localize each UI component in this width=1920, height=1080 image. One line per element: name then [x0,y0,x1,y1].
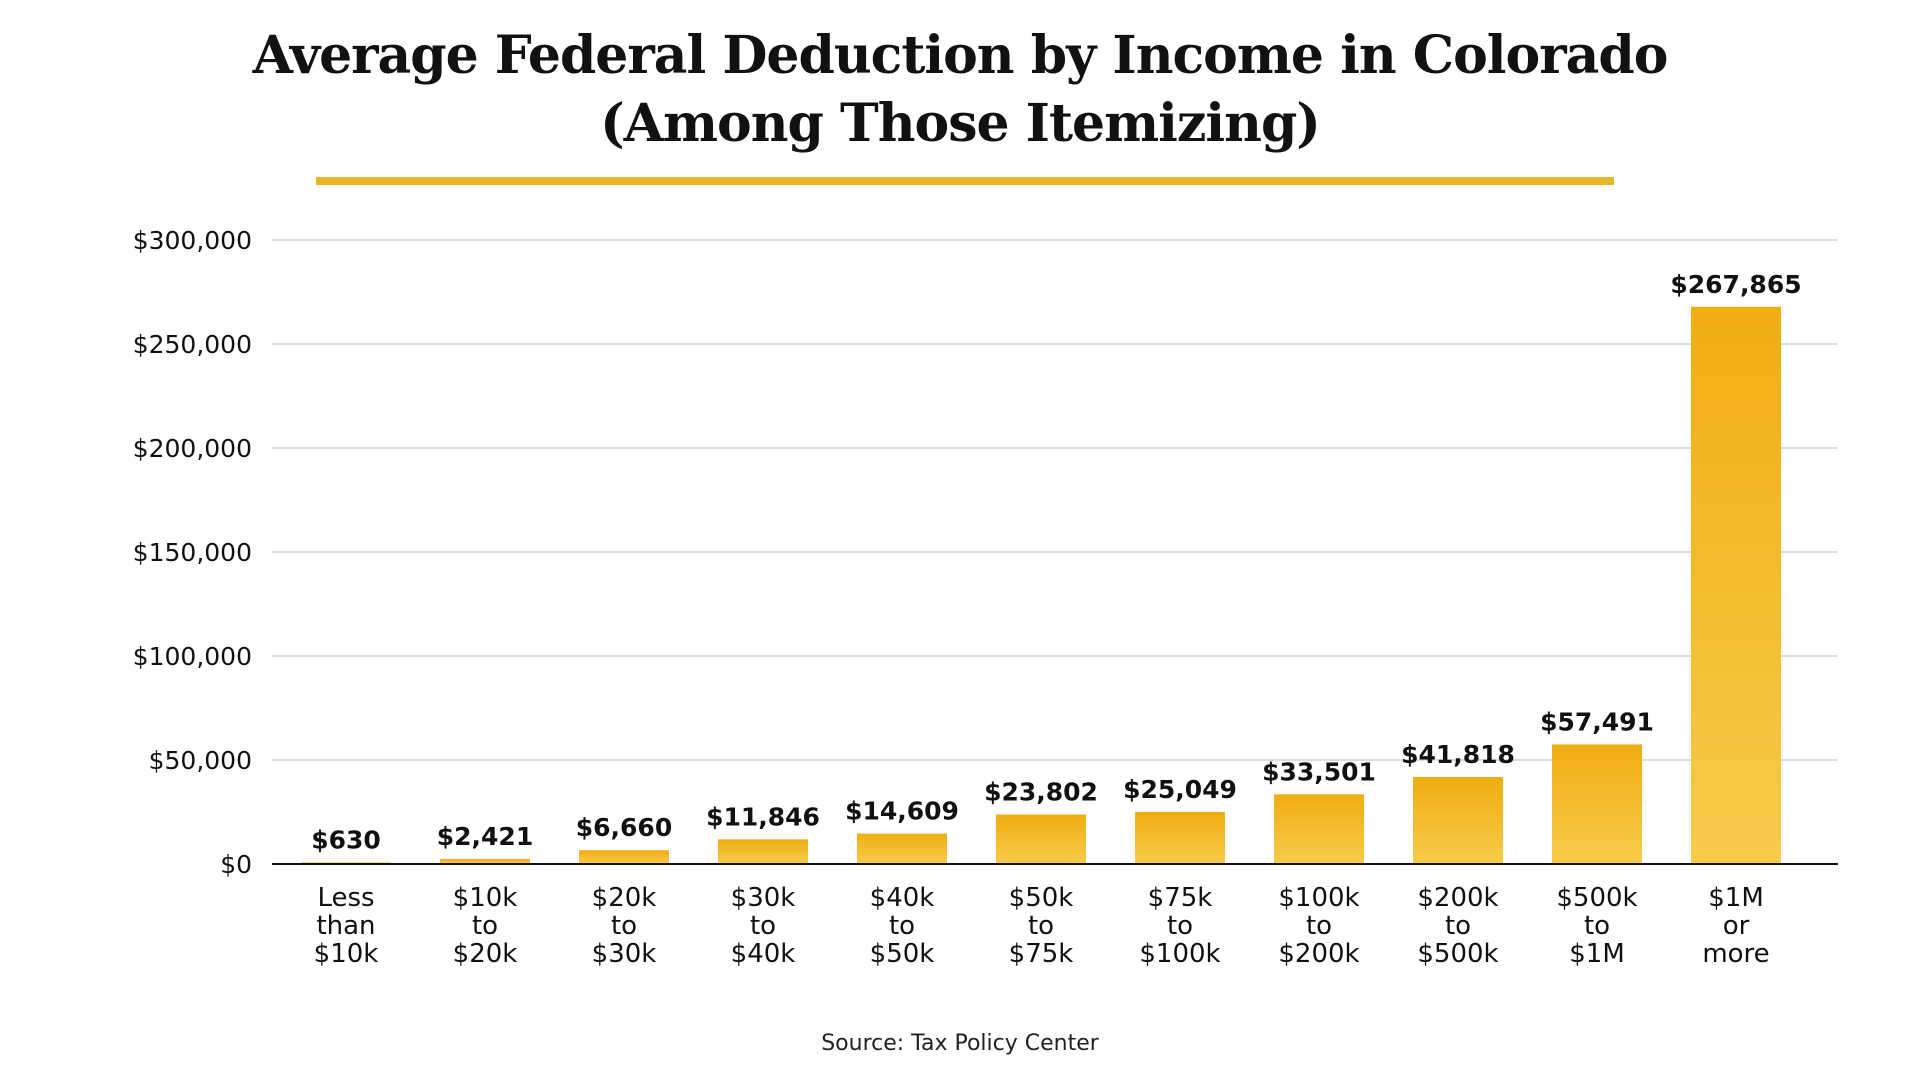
value-label: $25,049 [1123,775,1237,804]
value-labels: $630 $2,421 $6,660 $11,846 $14,609 $23,802 $25… [311,270,1801,855]
y-tick-label: $300,000 [133,226,252,255]
chart-title-line-2: (Among Those Itemizing) [600,93,1321,154]
category-label: $200k to $500k [1417,883,1498,969]
category-label: $50k to $75k [1009,883,1074,969]
bar [996,814,1086,864]
bar [857,833,947,864]
y-tick-label: $0 [220,850,252,879]
value-label: $14,609 [845,797,959,826]
value-label: $267,865 [1670,270,1801,299]
value-label: $6,660 [576,813,672,842]
y-tick-label: $50,000 [149,746,252,775]
category-label: $40k to $50k [870,883,935,969]
source-note: Source: Tax Policy Center [821,1031,1099,1056]
category-label: $100k to $200k [1278,883,1359,969]
bar [440,858,530,864]
bar [1552,744,1642,864]
category-label: $10k to $20k [453,883,518,969]
chart-title: Average Federal Deduction by Income in C… [0,22,1920,158]
y-tick-label: $200,000 [133,434,252,463]
category-label: $75k to $100k [1139,883,1220,969]
y-tick-label: $250,000 [133,330,252,359]
value-label: $23,802 [984,777,1098,806]
bar [1274,794,1364,864]
value-label: $33,501 [1262,757,1376,786]
bar [1413,777,1503,864]
category-label: $1M or more [1702,883,1769,969]
bar [579,850,669,864]
bar [1135,811,1225,864]
category-label: $30k to $40k [731,883,796,969]
category-label: Less than $10k [314,883,379,969]
chart-title-line-1: Average Federal Deduction by Income in C… [252,25,1669,86]
title-underline [316,177,1614,185]
value-label: $2,421 [437,822,533,851]
category-label: $500k to $1M [1556,883,1637,969]
bar [1691,306,1781,864]
value-label: $57,491 [1540,707,1654,736]
y-tick-label: $100,000 [133,642,252,671]
gridlines [272,239,1838,761]
bar [718,839,808,864]
y-axis-tick-labels: $0 $50,000 $100,000 $150,000 $200,000 $250,00… [133,226,252,879]
y-tick-label: $150,000 [133,538,252,567]
x-axis-category-labels: Less than $10k $10k to $20k $20k to $30k $30k to $4… [314,883,1770,969]
value-label: $41,818 [1401,740,1515,769]
value-label: $11,846 [706,802,820,831]
value-label: $630 [311,826,381,855]
category-label: $20k to $30k [592,883,657,969]
